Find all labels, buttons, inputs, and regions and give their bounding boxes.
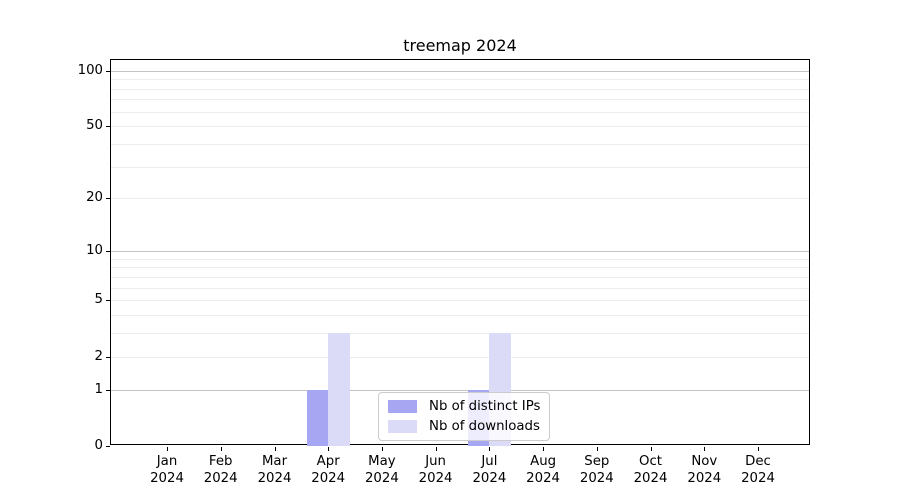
x-tick-label-month: Jun bbox=[425, 454, 446, 469]
gridline-minor bbox=[111, 356, 809, 358]
x-tick-mark bbox=[489, 447, 491, 451]
x-tick-mark bbox=[704, 447, 706, 451]
bar-distinct-ips bbox=[306, 389, 329, 446]
x-tick-label-month: Jul bbox=[481, 454, 498, 469]
x-tick-label: Jul 2024 bbox=[449, 453, 529, 487]
gridline-minor bbox=[111, 333, 809, 335]
x-tick-label-month: Apr bbox=[316, 454, 340, 469]
x-tick-label: Aug 2024 bbox=[503, 453, 583, 487]
legend: Nb of distinct IPs Nb of downloads bbox=[378, 392, 551, 441]
gridline-minor bbox=[111, 267, 809, 269]
gridline-minor bbox=[111, 88, 809, 90]
gridline-minor bbox=[111, 198, 809, 200]
y-tick-mark bbox=[106, 71, 110, 72]
x-tick-label: Jun 2024 bbox=[396, 453, 476, 487]
chart-title: treemap 2024 bbox=[403, 36, 517, 55]
gridline-minor bbox=[111, 258, 809, 260]
x-tick-label: May 2024 bbox=[342, 453, 422, 487]
y-tick-mark bbox=[106, 446, 110, 447]
y-tick-mark bbox=[106, 126, 110, 127]
y-tick-label: 20 bbox=[86, 190, 103, 206]
x-tick-label-year: 2024 bbox=[472, 471, 507, 486]
x-tick-label: Sep 2024 bbox=[557, 453, 637, 487]
x-tick-mark bbox=[328, 447, 330, 451]
gridline-minor bbox=[111, 79, 809, 80]
y-tick-mark bbox=[106, 251, 110, 252]
x-tick-label-year: 2024 bbox=[311, 471, 346, 486]
x-tick-label: Dec 2024 bbox=[718, 453, 798, 487]
x-tick-mark bbox=[167, 447, 168, 451]
bar-downloads bbox=[328, 333, 350, 446]
legend-swatch bbox=[388, 400, 417, 413]
x-tick-label-month: Feb bbox=[208, 454, 233, 469]
y-tick-label: 50 bbox=[86, 118, 103, 134]
x-tick-label-month: Sep bbox=[584, 454, 610, 469]
x-tick-label-month: Jan bbox=[156, 454, 178, 469]
x-tick-label-month: Dec bbox=[745, 454, 771, 469]
x-tick-label-year: 2024 bbox=[203, 471, 238, 486]
gridline-major bbox=[111, 70, 809, 72]
legend-label: Nb of downloads bbox=[429, 419, 540, 434]
x-tick-mark bbox=[435, 447, 437, 451]
legend-swatch bbox=[388, 420, 417, 433]
gridline-minor bbox=[111, 111, 809, 113]
x-tick-label-year: 2024 bbox=[257, 471, 292, 486]
x-tick-mark bbox=[274, 447, 276, 451]
gridline-major bbox=[111, 250, 809, 252]
x-tick-label-year: 2024 bbox=[150, 471, 184, 486]
y-tick-label: 5 bbox=[94, 292, 103, 308]
x-tick-label-month: Oct bbox=[639, 454, 662, 469]
x-tick-label-year: 2024 bbox=[633, 471, 668, 486]
x-tick-label-year: 2024 bbox=[418, 471, 453, 486]
gridline-minor bbox=[111, 99, 809, 101]
x-tick-label-month: May bbox=[368, 454, 396, 469]
x-tick-label: Mar 2024 bbox=[235, 453, 315, 487]
x-tick-label-year: 2024 bbox=[741, 471, 775, 486]
x-tick-label: Nov 2024 bbox=[664, 453, 744, 487]
x-tick-mark bbox=[543, 447, 545, 451]
x-tick-mark bbox=[650, 447, 652, 451]
gridline-minor bbox=[111, 143, 809, 145]
x-tick-label-year: 2024 bbox=[687, 471, 722, 486]
x-tick-label-month: Aug bbox=[530, 454, 557, 469]
y-tick-label: 10 bbox=[86, 242, 103, 258]
gridline-minor bbox=[111, 315, 809, 317]
y-tick-mark bbox=[106, 357, 110, 358]
y-tick-mark bbox=[106, 198, 110, 199]
y-tick-label: 1 bbox=[94, 381, 103, 397]
gridline-minor bbox=[111, 276, 809, 278]
x-tick-label-year: 2024 bbox=[526, 471, 561, 486]
y-tick-mark bbox=[106, 300, 110, 301]
x-tick-label: Oct 2024 bbox=[611, 453, 691, 487]
x-tick-label: Jan 2024 bbox=[127, 453, 207, 487]
gridline-minor bbox=[111, 287, 809, 289]
y-tick-label: 2 bbox=[94, 348, 103, 364]
gridline-minor bbox=[111, 166, 809, 168]
legend-label: Nb of distinct IPs bbox=[429, 399, 541, 414]
x-tick-label-year: 2024 bbox=[579, 471, 614, 486]
legend-item: Nb of downloads bbox=[388, 419, 540, 434]
gridline-minor bbox=[111, 300, 809, 302]
x-tick-label-month: Nov bbox=[691, 454, 718, 469]
x-tick-mark bbox=[596, 447, 598, 451]
x-tick-mark bbox=[381, 447, 383, 451]
x-tick-label-year: 2024 bbox=[364, 471, 399, 486]
y-tick-label: 100 bbox=[77, 62, 103, 78]
x-tick-mark bbox=[758, 447, 759, 451]
x-tick-label-month: Mar bbox=[261, 454, 288, 469]
gridline-major bbox=[111, 389, 809, 391]
x-tick-label: Apr 2024 bbox=[288, 453, 368, 487]
x-tick-label: Feb 2024 bbox=[181, 453, 261, 487]
legend-item: Nb of distinct IPs bbox=[388, 399, 540, 414]
gridline-minor bbox=[111, 126, 809, 128]
plot-area: Nb of distinct IPs Nb of downloads 0 1 2 5 10… bbox=[78, 59, 810, 486]
x-tick-mark bbox=[220, 447, 222, 451]
y-tick-label: 0 bbox=[94, 438, 103, 453]
y-tick-mark bbox=[106, 390, 110, 391]
